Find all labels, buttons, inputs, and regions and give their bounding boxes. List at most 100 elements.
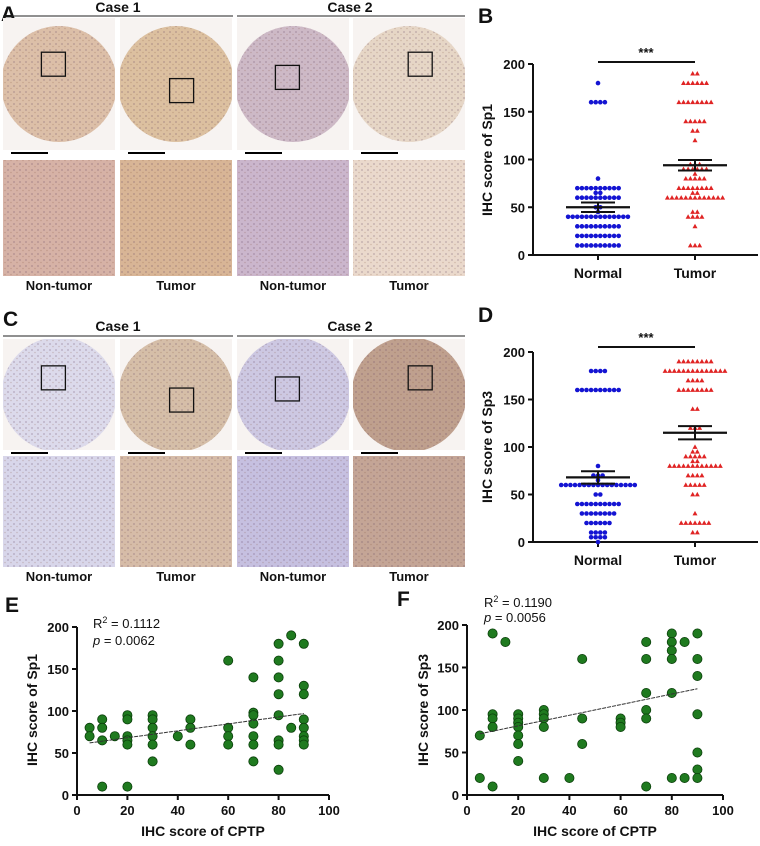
p-value-label: p = 0.0062 <box>92 633 155 648</box>
data-point <box>602 233 608 239</box>
tissue-texture <box>237 456 349 567</box>
data-point <box>671 463 677 468</box>
data-point <box>678 520 684 525</box>
data-point <box>683 118 689 124</box>
data-point <box>588 387 594 393</box>
data-point <box>602 520 608 526</box>
data-point <box>474 773 485 784</box>
data-point <box>248 710 259 721</box>
data-point <box>720 195 726 200</box>
data-point <box>570 214 575 220</box>
data-point <box>588 243 594 248</box>
data-point <box>122 781 133 792</box>
data-point <box>122 739 133 750</box>
data-point <box>588 534 594 540</box>
data-point <box>598 520 603 526</box>
y-axis-title: IHC score of Sp1 <box>24 654 40 766</box>
y-tick-label: 50 <box>511 488 525 503</box>
data-point <box>697 453 703 459</box>
data-point <box>694 406 700 411</box>
data-point <box>568 482 573 488</box>
data-point <box>681 368 686 373</box>
tissue-texture <box>120 26 232 142</box>
data-point <box>690 99 696 105</box>
data-point <box>607 243 612 248</box>
panel-letter-d: D <box>478 304 493 327</box>
data-point <box>685 368 691 373</box>
data-point <box>598 511 603 516</box>
data-point <box>690 368 696 373</box>
data-point <box>593 368 598 374</box>
panel-c-histology: Case 1 Case 2 Non-tumor Tumor Non-tumor … <box>3 318 465 584</box>
data-point <box>641 705 652 716</box>
chart-b-sp1-dot-plot: IHC score of Sp1 *** 0 50 100 150 200 Normal T… <box>479 45 758 281</box>
data-point <box>694 529 700 535</box>
data-point <box>575 243 580 248</box>
data-point <box>607 520 612 526</box>
chart-d-sp3-dot-plot: IHC score of Sp3 *** 0 50 100 150 200 Normal T… <box>479 330 758 568</box>
data-point <box>708 99 714 105</box>
data-point <box>593 99 598 105</box>
data-point <box>273 672 284 683</box>
tissue-core-image <box>237 339 349 450</box>
panel-a-histology: Case 1 Case 2 Non-tumor Tumor Non-tumor … <box>3 0 465 293</box>
data-point <box>602 195 608 200</box>
x-tick-label: Tumor <box>674 552 717 568</box>
data-point <box>697 482 703 487</box>
zoom-region-box <box>407 51 433 77</box>
data-point <box>248 672 259 683</box>
data-point <box>687 195 693 200</box>
data-point <box>669 195 675 200</box>
data-point <box>692 764 703 775</box>
data-point <box>607 501 612 507</box>
data-point <box>694 358 700 364</box>
data-point <box>593 501 598 507</box>
data-point <box>223 731 234 742</box>
data-point <box>685 99 691 105</box>
y-tick-label: 50 <box>445 746 459 761</box>
data-point <box>598 233 603 239</box>
data-point <box>616 185 621 191</box>
data-point <box>607 511 612 516</box>
data-point <box>588 214 594 220</box>
data-point <box>704 80 709 85</box>
data-point <box>692 195 698 200</box>
data-point <box>699 80 705 85</box>
tissue-texture <box>353 26 465 142</box>
data-point <box>708 463 714 468</box>
data-point <box>704 387 709 392</box>
image-label: Non-tumor <box>26 569 92 584</box>
y-tick-label: 0 <box>452 788 459 803</box>
tissue-texture <box>3 26 115 142</box>
data-point <box>697 118 703 124</box>
y-tick-label: 0 <box>518 248 525 263</box>
y-tick-label: 0 <box>518 535 525 550</box>
data-point <box>632 482 638 488</box>
data-point <box>694 209 700 214</box>
data-point <box>147 739 158 750</box>
data-point <box>623 482 628 488</box>
data-point <box>593 185 598 191</box>
data-point <box>692 453 698 459</box>
data-point <box>273 764 284 775</box>
data-point <box>598 534 603 540</box>
data-point <box>593 214 598 220</box>
data-point <box>565 214 571 220</box>
data-point <box>687 425 693 430</box>
significance-label: *** <box>638 45 654 60</box>
data-point <box>699 214 705 219</box>
data-point <box>701 118 707 124</box>
data-point <box>575 195 580 200</box>
data-point <box>699 358 705 364</box>
data-point <box>598 368 603 374</box>
data-point <box>185 714 196 725</box>
data-point <box>618 482 624 488</box>
image-label: Non-tumor <box>26 278 92 293</box>
data-point <box>662 368 668 373</box>
data-point <box>223 655 234 666</box>
data-point <box>615 722 626 733</box>
data-point <box>298 689 309 700</box>
data-point <box>575 185 580 191</box>
data-point <box>611 214 617 220</box>
data-point <box>500 637 511 648</box>
